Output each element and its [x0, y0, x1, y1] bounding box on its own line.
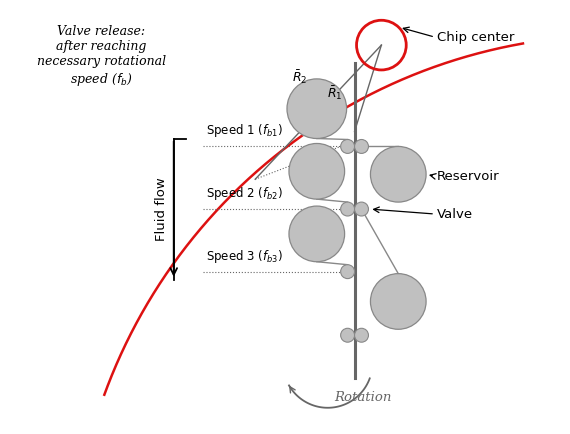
- Circle shape: [341, 265, 355, 279]
- Text: Fluid flow: Fluid flow: [155, 177, 168, 241]
- Circle shape: [287, 79, 347, 138]
- Circle shape: [341, 328, 355, 342]
- Circle shape: [370, 273, 426, 329]
- Text: Speed 3 ($f_{b3}$): Speed 3 ($f_{b3}$): [206, 248, 282, 265]
- Text: Valve: Valve: [437, 207, 473, 220]
- Circle shape: [341, 202, 355, 216]
- Text: Speed 2 ($f_{b2}$): Speed 2 ($f_{b2}$): [206, 185, 282, 202]
- Text: Chip center: Chip center: [437, 31, 514, 44]
- Circle shape: [355, 139, 368, 153]
- Text: Reservoir: Reservoir: [437, 170, 500, 183]
- Circle shape: [355, 202, 368, 216]
- Text: $\bar{R}_1$: $\bar{R}_1$: [327, 84, 343, 102]
- Text: $\bar{R}_2$: $\bar{R}_2$: [292, 68, 308, 85]
- Circle shape: [355, 328, 368, 342]
- Circle shape: [370, 146, 426, 202]
- Text: Valve release:
after reaching
necessary rotational
speed ($f_b$): Valve release: after reaching necessary …: [36, 25, 166, 88]
- Circle shape: [341, 139, 355, 153]
- Text: Rotation: Rotation: [335, 391, 392, 404]
- Circle shape: [289, 206, 345, 262]
- Circle shape: [289, 144, 345, 199]
- Text: Speed 1 ($f_{b1}$): Speed 1 ($f_{b1}$): [206, 122, 282, 139]
